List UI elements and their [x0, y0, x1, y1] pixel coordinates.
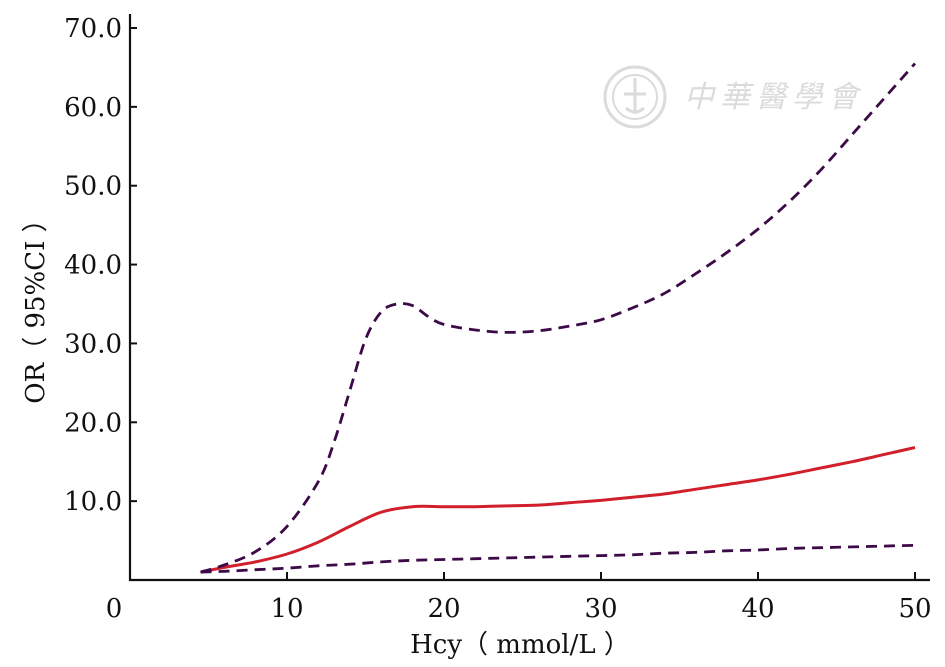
watermark-text: 中華醫學會 [684, 80, 864, 115]
series-layer [200, 62, 917, 574]
x-tick-label: 10 [270, 594, 303, 624]
y-tick-label: 50.0 [64, 172, 122, 202]
y-tick-label: 60.0 [64, 93, 122, 123]
or-estimate-line [200, 446, 916, 574]
y-axis-title: OR（ 95%CI ） [21, 206, 51, 403]
lower-ci-line [200, 543, 916, 574]
x-tick-label: 0 [106, 594, 123, 624]
y-tick-label: 10.0 [64, 487, 122, 517]
y-tick-label: 20.0 [64, 408, 122, 438]
y-tick-label: 40.0 [64, 251, 122, 281]
x-tick-label: 30 [584, 594, 617, 624]
x-tick-label: 20 [427, 594, 460, 624]
y-tick-label: 30.0 [64, 329, 122, 359]
watermark: 中華醫學會 [602, 64, 892, 130]
seal-icon [603, 65, 667, 129]
upper-ci-line [200, 62, 917, 574]
x-tick-label: 40 [741, 594, 774, 624]
x-tick-label: 50 [898, 594, 931, 624]
y-tick-label: 70.0 [64, 14, 122, 44]
axes-layer [128, 14, 930, 582]
x-axis-title: Hcy（ mmol/L ） [410, 630, 630, 660]
ticks-layer: 0 10 20 30 40 50 10.0 20.0 30.0 40.0 50.0 60.0 70.0 [64, 14, 931, 624]
